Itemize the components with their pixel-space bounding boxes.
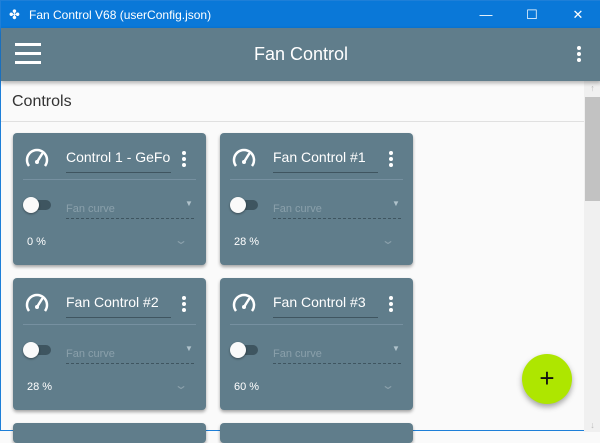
expand-chevron-icon[interactable]: ⌄ xyxy=(380,233,396,247)
fan-curve-select[interactable]: Fan curve xyxy=(273,203,401,219)
minimize-button[interactable]: — xyxy=(479,7,493,22)
fan-curve-select[interactable]: Fan curve xyxy=(66,203,194,219)
dropdown-caret-icon[interactable]: ▼ xyxy=(185,344,193,353)
divider xyxy=(23,179,196,180)
control-value: 28 % xyxy=(234,236,260,248)
dropdown-caret-icon[interactable]: ▼ xyxy=(392,344,400,353)
close-button[interactable]: ✕ xyxy=(572,6,584,22)
enable-toggle[interactable] xyxy=(23,197,51,213)
app-bar: Fan Control xyxy=(1,28,600,81)
maximize-button[interactable]: ☐ xyxy=(526,6,538,22)
control-name-field[interactable]: Fan Control #2 xyxy=(66,294,171,318)
expand-chevron-icon[interactable]: ⌄ xyxy=(173,378,189,392)
enable-toggle[interactable] xyxy=(230,342,258,358)
more-options-icon[interactable] xyxy=(577,46,581,64)
hamburger-menu-icon[interactable] xyxy=(15,43,41,65)
scroll-up-arrow-icon[interactable]: ↑ xyxy=(590,83,595,93)
expand-chevron-icon[interactable]: ⌄ xyxy=(380,378,396,392)
dropdown-caret-icon[interactable]: ▼ xyxy=(392,199,400,208)
scroll-down-arrow-icon[interactable]: ↓ xyxy=(590,420,595,430)
section-title: Controls xyxy=(1,81,585,122)
control-name-field[interactable]: Fan Control #3 xyxy=(273,294,378,318)
fan-icon: ✤ xyxy=(9,6,20,22)
fan-control-card-partial xyxy=(13,423,206,443)
card-menu-icon[interactable] xyxy=(389,151,393,169)
divider xyxy=(230,324,403,325)
app-title: Fan Control xyxy=(253,44,349,64)
control-value: 28 % xyxy=(27,381,53,393)
fan-control-card: Fan Control #1 Fan curve ▼ 28 % ⌄ xyxy=(220,133,413,265)
vertical-scrollbar[interactable]: ↑ ↓ xyxy=(584,81,600,432)
speedometer-icon xyxy=(232,293,256,312)
divider xyxy=(230,179,403,180)
card-menu-icon[interactable] xyxy=(182,151,186,169)
speedometer-icon xyxy=(25,148,49,167)
fan-control-card: Fan Control #3 Fan curve ▼ 60 % ⌄ xyxy=(220,278,413,410)
fan-control-card-partial xyxy=(220,423,413,443)
card-menu-icon[interactable] xyxy=(182,296,186,314)
window-titlebar: ✤ Fan Control V68 (userConfig.json) — ☐ … xyxy=(1,1,600,28)
enable-toggle[interactable] xyxy=(230,197,258,213)
fan-curve-select[interactable]: Fan curve xyxy=(273,348,401,364)
speedometer-icon xyxy=(232,148,256,167)
expand-chevron-icon[interactable]: ⌄ xyxy=(173,233,189,247)
add-control-button[interactable]: + xyxy=(522,354,572,404)
fan-curve-select[interactable]: Fan curve xyxy=(66,348,194,364)
scrollbar-thumb[interactable] xyxy=(585,97,600,201)
fan-control-card: Fan Control #2 Fan curve ▼ 28 % ⌄ xyxy=(13,278,206,410)
speedometer-icon xyxy=(25,293,49,312)
dropdown-caret-icon[interactable]: ▼ xyxy=(185,199,193,208)
control-value: 60 % xyxy=(234,381,260,393)
divider xyxy=(23,324,196,325)
card-menu-icon[interactable] xyxy=(389,296,393,314)
window-title: Fan Control V68 (userConfig.json) xyxy=(29,7,212,22)
fan-control-card: Control 1 - GeFor Fan curve ▼ 0 % ⌄ xyxy=(13,133,206,265)
enable-toggle[interactable] xyxy=(23,342,51,358)
control-name-field[interactable]: Control 1 - GeFor xyxy=(66,149,171,173)
control-name-field[interactable]: Fan Control #1 xyxy=(273,149,378,173)
control-value: 0 % xyxy=(27,236,46,248)
